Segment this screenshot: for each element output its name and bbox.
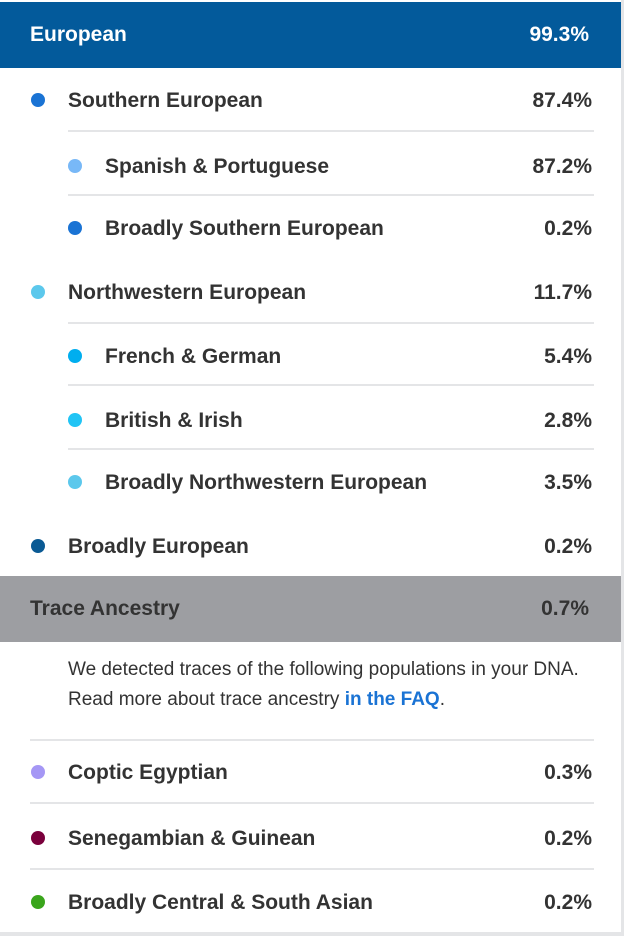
color-dot-icon bbox=[31, 831, 45, 845]
divider bbox=[68, 194, 594, 196]
ancestry-row-french-german[interactable]: French & German 5.4% bbox=[0, 336, 624, 376]
ancestry-row-broadly-european[interactable]: Broadly European 0.2% bbox=[0, 526, 624, 566]
divider bbox=[68, 130, 594, 132]
row-percent: 0.2% bbox=[544, 891, 592, 914]
ancestry-row-northwestern-european[interactable]: Northwestern European 11.7% bbox=[0, 272, 624, 312]
row-label: Spanish & Portuguese bbox=[105, 155, 330, 178]
row-label: Broadly Southern European bbox=[105, 217, 384, 240]
row-label: British & Irish bbox=[105, 409, 243, 432]
divider bbox=[68, 322, 594, 324]
header-label: European bbox=[30, 23, 127, 46]
row-percent: 5.4% bbox=[544, 345, 592, 368]
row-label: Broadly Northwestern European bbox=[105, 471, 428, 494]
color-dot-icon bbox=[68, 159, 82, 173]
row-percent: 0.2% bbox=[544, 217, 592, 240]
color-dot-icon bbox=[31, 765, 45, 779]
ancestry-row-broadly-northwestern-european[interactable]: Broadly Northwestern European 3.5% bbox=[0, 462, 624, 502]
ancestry-row-british-irish[interactable]: British & Irish 2.8% bbox=[0, 400, 624, 440]
color-dot-icon bbox=[31, 539, 45, 553]
divider bbox=[68, 448, 594, 450]
row-label: French & German bbox=[105, 345, 282, 368]
header-percent: 99.3% bbox=[529, 23, 589, 46]
ancestry-row-coptic-egyptian[interactable]: Coptic Egyptian 0.3% bbox=[0, 752, 624, 792]
ancestry-row-senegambian-guinean[interactable]: Senegambian & Guinean 0.2% bbox=[0, 818, 624, 858]
divider bbox=[30, 802, 594, 804]
color-dot-icon bbox=[68, 413, 82, 427]
row-label: Northwestern European bbox=[68, 281, 307, 304]
note-text: We detected traces of the following popu… bbox=[68, 659, 579, 710]
row-percent: 0.3% bbox=[544, 761, 592, 784]
note-end: . bbox=[439, 689, 445, 710]
divider bbox=[30, 739, 594, 741]
divider bbox=[68, 384, 594, 386]
color-dot-icon bbox=[68, 349, 82, 363]
row-percent: 0.2% bbox=[544, 827, 592, 850]
row-label: Southern European bbox=[68, 89, 263, 112]
row-label: Senegambian & Guinean bbox=[68, 827, 316, 850]
trace-note: We detected traces of the following popu… bbox=[68, 655, 598, 715]
ancestry-row-southern-european[interactable]: Southern European 87.4% bbox=[0, 80, 624, 120]
row-percent: 87.2% bbox=[532, 155, 592, 178]
header-label: Trace Ancestry bbox=[30, 597, 180, 620]
color-dot-icon bbox=[31, 285, 45, 299]
faq-link[interactable]: in the FAQ bbox=[344, 689, 440, 710]
row-percent: 3.5% bbox=[544, 471, 592, 494]
row-percent: 87.4% bbox=[532, 89, 592, 112]
row-percent: 0.2% bbox=[544, 535, 592, 558]
color-dot-icon bbox=[68, 475, 82, 489]
color-dot-icon bbox=[31, 93, 45, 107]
color-dot-icon bbox=[31, 895, 45, 909]
color-dot-icon bbox=[68, 221, 82, 235]
row-label: Coptic Egyptian bbox=[68, 761, 228, 784]
ancestry-row-spanish-portuguese[interactable]: Spanish & Portuguese 87.2% bbox=[0, 146, 624, 186]
row-percent: 2.8% bbox=[544, 409, 592, 432]
row-percent: 11.7% bbox=[533, 281, 592, 304]
row-label: Broadly European bbox=[68, 535, 249, 558]
european-header[interactable]: European 99.3% bbox=[0, 2, 621, 68]
header-percent: 0.7% bbox=[541, 597, 589, 620]
row-label: Broadly Central & South Asian bbox=[68, 891, 373, 914]
trace-ancestry-header[interactable]: Trace Ancestry 0.7% bbox=[0, 576, 621, 642]
divider bbox=[30, 868, 594, 870]
ancestry-row-broadly-central-south-asian[interactable]: Broadly Central & South Asian 0.2% bbox=[0, 882, 624, 922]
ancestry-row-broadly-southern-european[interactable]: Broadly Southern European 0.2% bbox=[0, 208, 624, 248]
